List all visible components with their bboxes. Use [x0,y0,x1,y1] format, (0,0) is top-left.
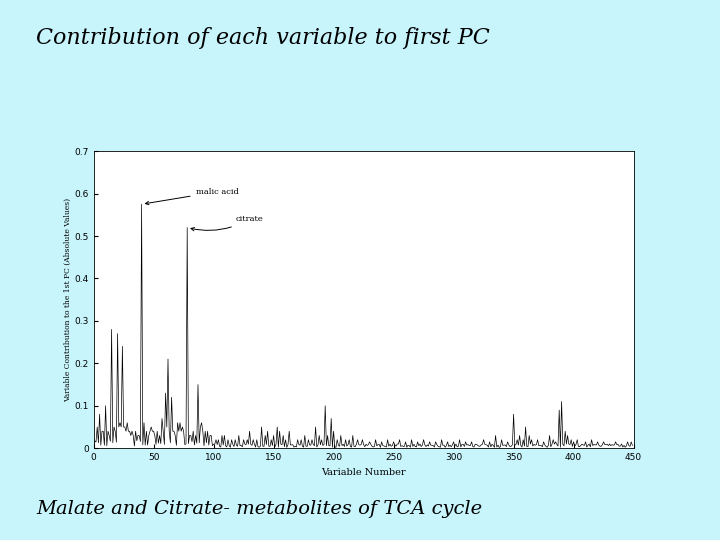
Text: Malate and Citrate- metabolites of TCA cycle: Malate and Citrate- metabolites of TCA c… [36,501,482,518]
X-axis label: Variable Number: Variable Number [321,468,406,477]
Y-axis label: Variable Contribution to the 1st PC (Absolute Values): Variable Contribution to the 1st PC (Abs… [63,198,71,402]
Text: Contribution of each variable to first PC: Contribution of each variable to first P… [36,27,490,49]
Text: malic acid: malic acid [145,188,238,205]
Text: citrate: citrate [191,215,263,231]
